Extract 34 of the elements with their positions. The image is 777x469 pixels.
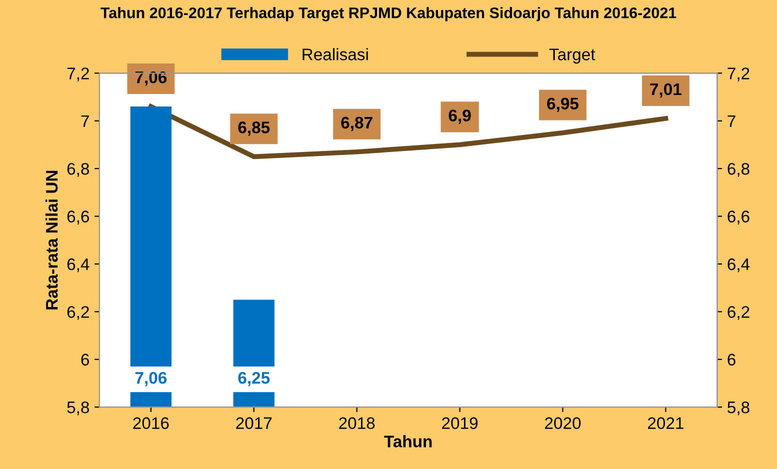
data-label: 6,95	[547, 98, 578, 112]
y-tick-label: 6,8	[67, 162, 90, 177]
x-tick-label: 2018	[339, 417, 375, 430]
y-tick-label: 6,6	[67, 210, 90, 224]
data-label: 6,87	[341, 116, 372, 131]
y-tick-label: 6,4	[67, 258, 90, 272]
data-label: 6,85	[238, 122, 270, 136]
y2-tick-label: 6,6	[728, 210, 750, 224]
x-tick-label: 2017	[236, 417, 272, 430]
y2-tick-label: 7	[728, 115, 736, 127]
x-tick-label: 2021	[648, 417, 684, 430]
data-label: 6,9	[448, 110, 471, 124]
x-tick-label: 2019	[442, 417, 478, 430]
y2-tick-label: 6	[728, 354, 736, 366]
y-tick-label: 6,2	[67, 306, 89, 320]
data-label: 7,06	[135, 372, 167, 386]
y-tick-label: 6	[81, 354, 89, 366]
data-label: 6,25	[238, 372, 270, 386]
y-tick-label: 7,2	[67, 68, 89, 82]
data-label: 7,01	[650, 83, 682, 98]
y-tick-label: 5,8	[67, 401, 90, 416]
x-tick-label: 2020	[545, 417, 581, 430]
legend-label: Realisasi	[302, 48, 368, 60]
legend-label: Target	[549, 48, 596, 64]
y2-tick-label: 7,2	[728, 68, 750, 82]
chart-title: Tahun 2016-2017 Terhadap Target RPJMD Kabupaten Sidoarjo Tahun 2016-2021	[100, 7, 676, 22]
y2-tick-label: 6,8	[728, 162, 750, 177]
y-tick-label: 7	[81, 115, 89, 127]
x-axis-title: Tahun	[384, 435, 432, 448]
y2-tick-label: 5,8	[728, 401, 750, 416]
y-axis-title: Rata-rata Nilai UN	[45, 170, 58, 310]
x-tick-label: 2016	[133, 417, 169, 430]
y2-tick-label: 6,4	[728, 258, 750, 272]
y2-tick-label: 6,2	[728, 306, 750, 320]
